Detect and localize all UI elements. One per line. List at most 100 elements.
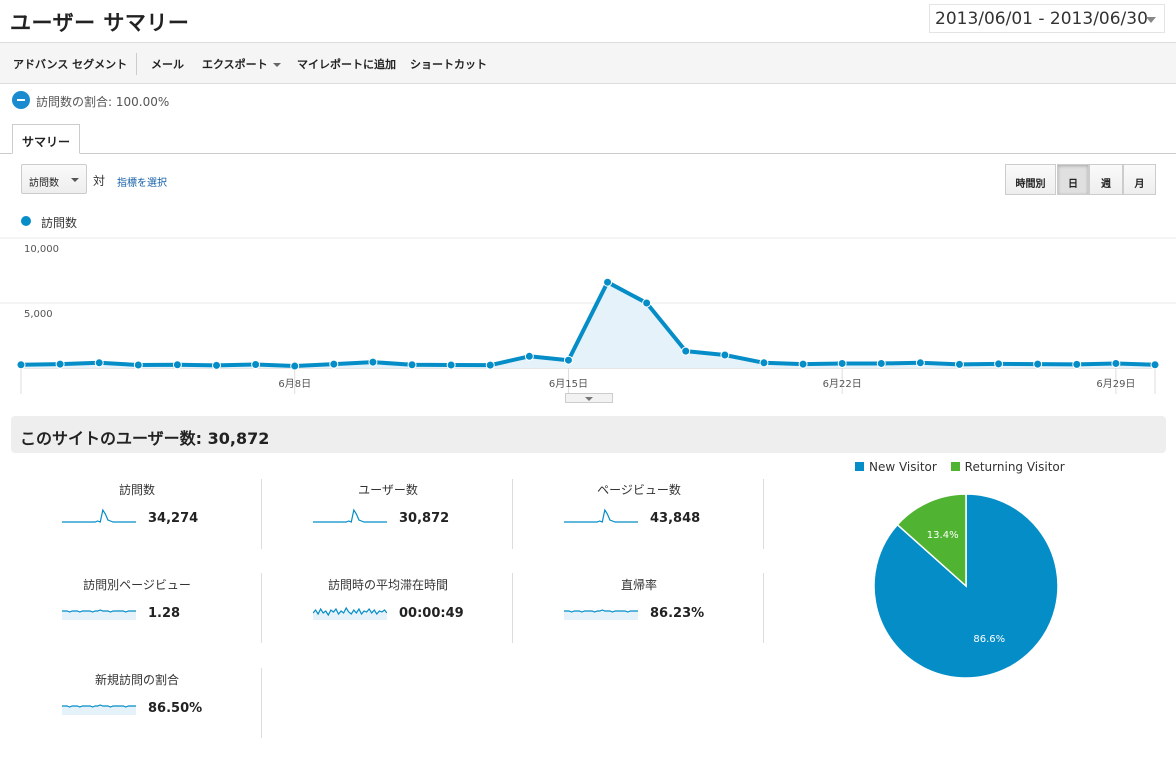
sparkline-line [564, 508, 638, 523]
metric-tile-visits[interactable]: 訪問数 34,274 [62, 481, 262, 561]
data-point[interactable] [994, 359, 1004, 369]
legend-swatch [950, 462, 960, 471]
sparkline-line [62, 609, 136, 613]
tab-summary[interactable]: サマリー [12, 124, 80, 154]
sparkline-area [564, 610, 638, 620]
users-count-text: このサイトのユーザー数: 30,872 [20, 429, 270, 448]
page-title: ユーザー サマリー [10, 11, 190, 35]
sparkline [564, 609, 638, 620]
period-day-button[interactable]: 日 [1057, 164, 1089, 195]
sparkline-area [313, 608, 387, 620]
data-point[interactable] [55, 359, 65, 369]
data-point[interactable] [407, 360, 417, 370]
data-point[interactable] [915, 358, 925, 368]
data-point[interactable] [954, 359, 964, 369]
sparkline [313, 508, 387, 523]
tile-divider [261, 479, 262, 549]
segment-toggle-icon[interactable] [12, 91, 30, 109]
versus-label: 対 [93, 174, 106, 188]
tile-divider [512, 479, 513, 549]
period-week-button[interactable]: 週 [1089, 164, 1123, 195]
data-point[interactable] [759, 358, 769, 368]
data-point[interactable] [524, 351, 534, 361]
data-point[interactable] [642, 298, 652, 308]
data-point[interactable] [1033, 359, 1043, 369]
sparkline-line [62, 704, 136, 708]
metric-tile-bounce-rate[interactable]: 直帰率 86.23% [564, 576, 764, 656]
metric-title: ページビュー数 [597, 483, 681, 497]
sparkline [62, 609, 136, 620]
metric-title: 新規訪問の割合 [94, 673, 179, 687]
export-label: エクスポート [202, 58, 268, 71]
metric-value: 30,872 [399, 511, 450, 526]
metric-value: 43,848 [650, 511, 701, 526]
y-tick-label: 10,000 [24, 244, 59, 255]
visitor-type-pie-chart[interactable]: 86.6% 13.4% [870, 490, 1062, 682]
visits-line-chart[interactable]: 10,000 5,000 6月8日 6月15日 6月22日 6月29日 [0, 236, 1176, 406]
sparkline [313, 606, 387, 620]
chevron-down-icon[interactable] [1146, 17, 1156, 23]
advanced-segments-button[interactable]: アドバンス セグメント [13, 58, 128, 71]
series-legend-dot [21, 216, 31, 226]
data-point[interactable] [1072, 359, 1082, 369]
pie-legend-new[interactable]: New Visitor [855, 460, 937, 474]
add-to-dashboard-button[interactable]: マイレポートに追加 [297, 58, 396, 71]
metric-tile-avg-duration[interactable]: 訪問時の平均滞在時間 00:00:49 [313, 576, 513, 656]
chart-collapse-toggle[interactable] [565, 393, 613, 403]
data-point[interactable] [16, 360, 26, 370]
metric-tile-users[interactable]: ユーザー数 30,872 [313, 481, 513, 561]
metric-title: ユーザー数 [358, 483, 418, 497]
metric-value: 00:00:49 [399, 606, 464, 621]
data-point[interactable] [563, 355, 573, 365]
export-button[interactable]: エクスポート [202, 56, 281, 72]
report-header: ユーザー サマリー 2013/06/01 - 2013/06/30 [0, 0, 1176, 43]
data-point[interactable] [290, 361, 300, 371]
data-point[interactable] [94, 358, 104, 368]
tab-bar-line [0, 153, 1176, 154]
data-point[interactable] [133, 360, 143, 370]
data-point[interactable] [1111, 358, 1121, 368]
tile-divider [261, 573, 262, 643]
data-point[interactable] [720, 350, 730, 360]
data-point[interactable] [1150, 360, 1160, 370]
metric-title: 訪問数 [118, 483, 155, 497]
data-point[interactable] [172, 360, 182, 370]
data-point[interactable] [212, 360, 222, 370]
metric-tile-pageviews[interactable]: ページビュー数 43,848 [564, 481, 764, 561]
sparkline [62, 704, 136, 715]
shortcut-button[interactable]: ショートカット [410, 58, 487, 71]
pie-slice-label: 13.4% [927, 530, 959, 541]
data-point[interactable] [368, 357, 378, 367]
metric-tile-pages-per-visit[interactable]: 訪問別ページビュー 1.28 [62, 576, 262, 656]
data-point[interactable] [681, 346, 691, 356]
data-point[interactable] [329, 359, 339, 369]
x-tick-label: 6月8日 [278, 378, 311, 390]
data-point[interactable] [251, 359, 261, 369]
metric-dropdown-value: 訪問数 [29, 178, 59, 189]
tile-divider [261, 668, 262, 738]
legend-swatch [855, 462, 864, 471]
metric-dropdown[interactable]: 訪問数 [21, 164, 87, 194]
data-point[interactable] [603, 277, 613, 287]
pie-slice[interactable] [896, 493, 967, 588]
data-point[interactable] [798, 359, 808, 369]
sparkline-line [313, 508, 387, 523]
choose-metric-link[interactable]: 指標を選択 [117, 178, 167, 189]
data-point[interactable] [876, 358, 886, 368]
date-range-picker[interactable]: 2013/06/01 - 2013/06/30 [929, 4, 1165, 33]
pie-legend-returning[interactable]: Returning Visitor [950, 460, 1065, 474]
legend-label: Returning Visitor [964, 460, 1065, 474]
metric-tile-new-visits[interactable]: 新規訪問の割合 86.50% [62, 671, 262, 751]
sparkline-area [62, 705, 136, 715]
metric-title: 訪問別ページビュー [83, 578, 191, 592]
sparkline-line [62, 508, 136, 523]
tile-divider [512, 573, 513, 643]
series-legend-label: 訪問数 [41, 216, 78, 230]
data-point[interactable] [446, 360, 456, 370]
period-hourly-button[interactable]: 時間別 [1005, 164, 1056, 195]
period-month-button[interactable]: 月 [1123, 164, 1156, 195]
email-button[interactable]: メール [151, 58, 184, 71]
data-point[interactable] [837, 358, 847, 368]
data-point[interactable] [485, 360, 495, 370]
metric-value: 86.50% [148, 701, 203, 716]
